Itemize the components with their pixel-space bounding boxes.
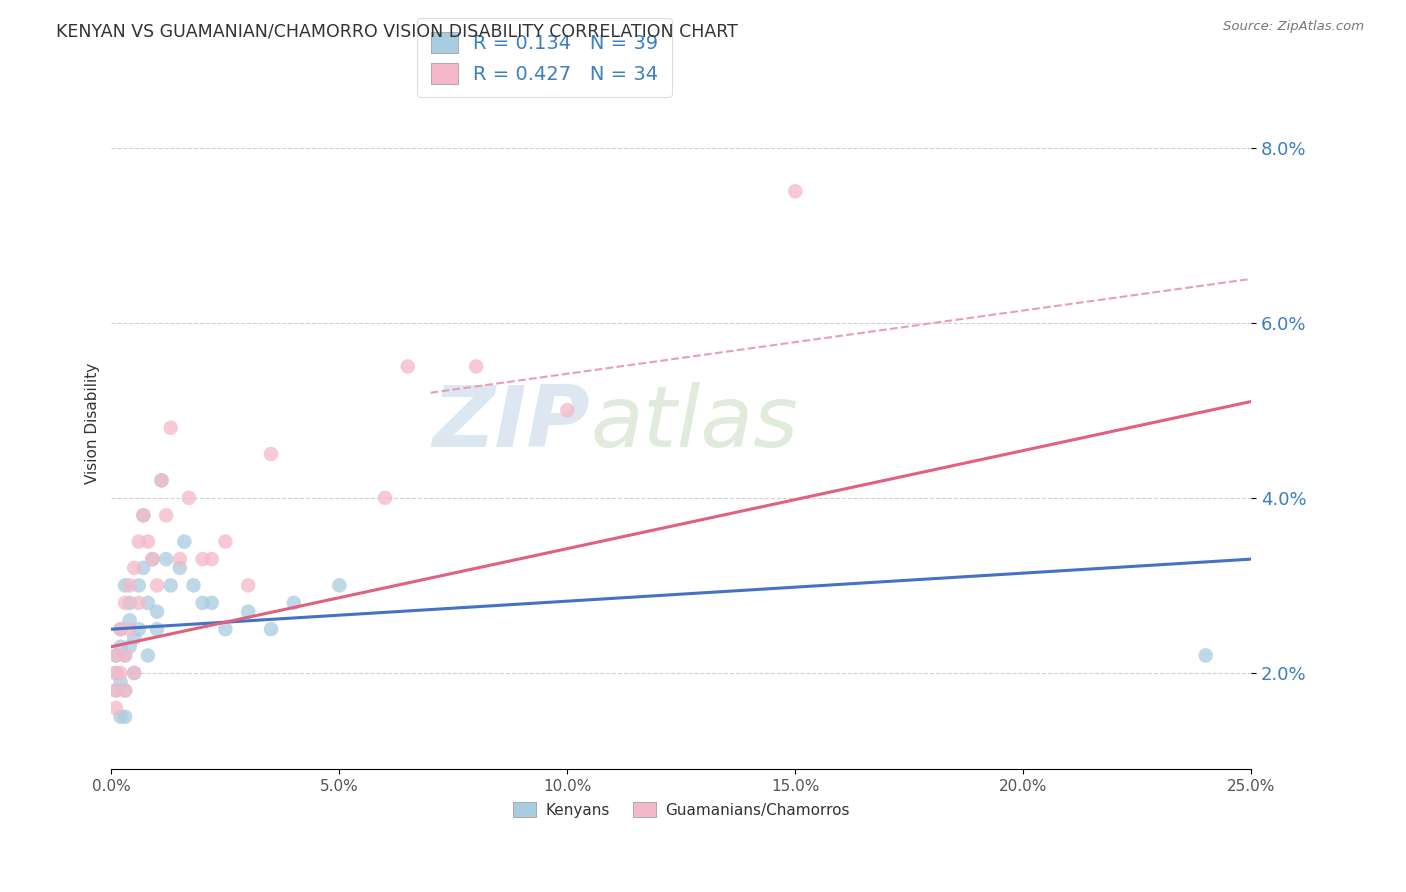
Legend: Kenyans, Guamanians/Chamorros: Kenyans, Guamanians/Chamorros — [508, 796, 855, 824]
Point — [118, 614, 141, 628]
Point — [283, 596, 305, 610]
Point — [136, 596, 159, 610]
Point — [214, 534, 236, 549]
Point — [191, 596, 214, 610]
Point — [110, 710, 132, 724]
Point — [122, 631, 145, 645]
Point — [169, 561, 191, 575]
Point — [104, 665, 127, 680]
Point — [159, 578, 181, 592]
Point — [128, 596, 150, 610]
Point — [104, 648, 127, 663]
Point — [104, 683, 127, 698]
Point — [110, 622, 132, 636]
Point — [159, 421, 181, 435]
Point — [374, 491, 396, 505]
Point — [201, 596, 224, 610]
Point — [146, 622, 169, 636]
Point — [150, 473, 173, 487]
Point — [146, 578, 169, 592]
Point — [238, 578, 260, 592]
Point — [132, 508, 155, 523]
Y-axis label: Vision Disability: Vision Disability — [86, 363, 100, 484]
Point — [132, 508, 155, 523]
Point — [260, 447, 283, 461]
Text: atlas: atlas — [591, 382, 799, 465]
Point — [169, 552, 191, 566]
Point — [141, 552, 163, 566]
Point — [396, 359, 419, 374]
Point — [114, 683, 136, 698]
Point — [114, 578, 136, 592]
Point — [110, 622, 132, 636]
Point — [238, 605, 260, 619]
Point — [118, 640, 141, 654]
Point — [155, 552, 177, 566]
Point — [173, 534, 195, 549]
Point — [122, 561, 145, 575]
Point — [155, 508, 177, 523]
Point — [150, 473, 173, 487]
Point — [104, 665, 127, 680]
Point — [183, 578, 205, 592]
Point — [201, 552, 224, 566]
Point — [114, 648, 136, 663]
Point — [114, 596, 136, 610]
Point — [110, 674, 132, 689]
Text: ZIP: ZIP — [433, 382, 591, 465]
Point — [136, 648, 159, 663]
Point — [110, 640, 132, 654]
Point — [1195, 648, 1218, 663]
Point — [177, 491, 200, 505]
Point — [114, 710, 136, 724]
Point — [191, 552, 214, 566]
Point — [128, 534, 150, 549]
Point — [128, 578, 150, 592]
Point — [260, 622, 283, 636]
Point — [465, 359, 488, 374]
Point — [114, 648, 136, 663]
Text: Source: ZipAtlas.com: Source: ZipAtlas.com — [1223, 20, 1364, 33]
Point — [141, 552, 163, 566]
Point — [118, 622, 141, 636]
Point — [785, 184, 807, 198]
Point — [128, 622, 150, 636]
Text: KENYAN VS GUAMANIAN/CHAMORRO VISION DISABILITY CORRELATION CHART: KENYAN VS GUAMANIAN/CHAMORRO VISION DISA… — [56, 22, 738, 40]
Point — [132, 561, 155, 575]
Point — [104, 648, 127, 663]
Point — [214, 622, 236, 636]
Point — [110, 665, 132, 680]
Point — [146, 605, 169, 619]
Point — [328, 578, 350, 592]
Point — [114, 683, 136, 698]
Point — [104, 683, 127, 698]
Point — [136, 534, 159, 549]
Point — [104, 701, 127, 715]
Point — [122, 665, 145, 680]
Point — [122, 665, 145, 680]
Point — [118, 596, 141, 610]
Point — [118, 578, 141, 592]
Point — [557, 403, 579, 417]
